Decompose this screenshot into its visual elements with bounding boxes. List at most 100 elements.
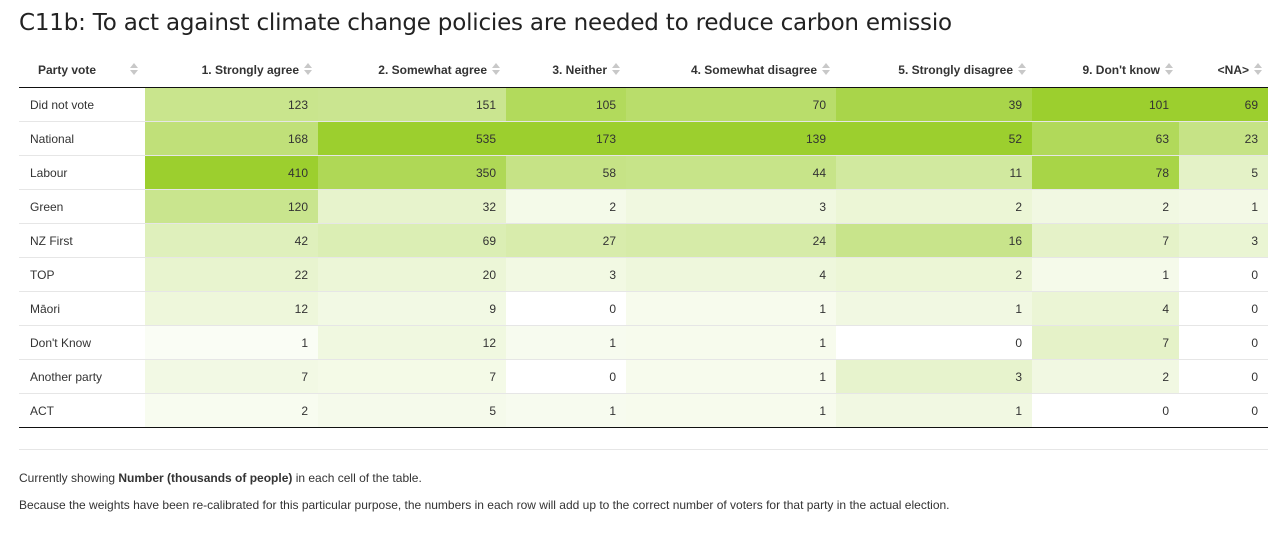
sort-icon[interactable] — [822, 63, 830, 76]
display-mode-note: Currently showing Number (thousands of p… — [19, 471, 422, 485]
heat-cell: 5 — [318, 393, 506, 428]
table-row: Another party 7 7 0 1 3 2 0 — [19, 359, 1268, 394]
row-label: Māori — [19, 291, 145, 326]
table-body: Did not vote 123 151 105 70 39 101 69 National 16… — [19, 87, 1268, 428]
heat-cell: 0 — [836, 325, 1032, 360]
heat-cell: 1 — [145, 325, 318, 360]
column-header[interactable]: 4. Somewhat disagree — [626, 52, 836, 88]
table-row: NZ First 42 69 27 24 16 7 3 — [19, 223, 1268, 258]
heat-cell: 11 — [836, 155, 1032, 190]
heat-cell: 350 — [318, 155, 506, 190]
sort-icon[interactable] — [1018, 63, 1026, 76]
table-row: National 168 535 173 139 52 63 23 — [19, 121, 1268, 156]
row-label: Did not vote — [19, 87, 145, 122]
header-row: Party vote 1. Strongly agree 2. Somewhat … — [19, 52, 1268, 88]
table-row: Labour 410 350 58 44 11 78 5 — [19, 155, 1268, 190]
table-row: Did not vote 123 151 105 70 39 101 69 — [19, 87, 1268, 122]
sort-icon[interactable] — [1165, 63, 1173, 76]
row-label: Another party — [19, 359, 145, 394]
column-header-label: 5. Strongly disagree — [898, 62, 1013, 77]
heat-cell: 0 — [506, 291, 626, 326]
heat-cell: 52 — [836, 121, 1032, 156]
heat-cell: 1 — [836, 291, 1032, 326]
heat-cell: 0 — [1179, 291, 1268, 326]
heat-cell: 0 — [506, 359, 626, 394]
heat-cell: 0 — [1179, 359, 1268, 394]
row-label: NZ First — [19, 223, 145, 258]
column-header[interactable]: 9. Don't know — [1032, 52, 1179, 88]
row-label: Don't Know — [19, 325, 145, 360]
heat-cell: 1 — [1032, 257, 1179, 292]
heat-cell: 0 — [1032, 393, 1179, 428]
heat-cell: 1 — [626, 393, 836, 428]
heat-cell: 410 — [145, 155, 318, 190]
heat-cell: 168 — [145, 121, 318, 156]
heat-cell: 4 — [1032, 291, 1179, 326]
heat-cell: 20 — [318, 257, 506, 292]
column-header[interactable]: <NA> — [1179, 52, 1268, 88]
heat-cell: 3 — [506, 257, 626, 292]
weights-note: Because the weights have been re-calibra… — [19, 498, 950, 512]
heat-cell: 1 — [506, 325, 626, 360]
column-header-label: 4. Somewhat disagree — [690, 62, 817, 77]
heat-cell: 123 — [145, 87, 318, 122]
heat-cell: 2 — [836, 257, 1032, 292]
column-header-label: <NA> — [1217, 62, 1249, 77]
table-row: Green 120 32 2 3 2 2 1 — [19, 189, 1268, 224]
column-header[interactable]: 2. Somewhat agree — [318, 52, 506, 88]
heat-cell: 0 — [1179, 257, 1268, 292]
heat-cell: 1 — [1179, 189, 1268, 224]
heat-cell: 70 — [626, 87, 836, 122]
heat-cell: 42 — [145, 223, 318, 258]
heat-cell: 2 — [836, 189, 1032, 224]
sort-icon[interactable] — [130, 63, 139, 76]
heat-cell: 22 — [145, 257, 318, 292]
heat-cell: 24 — [626, 223, 836, 258]
heat-cell: 101 — [1032, 87, 1179, 122]
table-row: TOP 22 20 3 4 2 1 0 — [19, 257, 1268, 292]
column-header[interactable]: 1. Strongly agree — [145, 52, 318, 88]
heat-cell: 4 — [626, 257, 836, 292]
column-header[interactable]: 3. Neither — [506, 52, 626, 88]
heat-cell: 7 — [1032, 223, 1179, 258]
row-label: ACT — [19, 393, 145, 428]
heat-cell: 32 — [318, 189, 506, 224]
heat-cell: 120 — [145, 189, 318, 224]
column-header-label: Party vote — [38, 62, 97, 77]
heat-cell: 1 — [836, 393, 1032, 428]
heat-cell: 9 — [318, 291, 506, 326]
column-header-party-vote[interactable]: Party vote — [19, 52, 145, 88]
column-header-label: 2. Somewhat agree — [378, 62, 487, 77]
heat-cell: 69 — [318, 223, 506, 258]
heat-cell: 0 — [1179, 325, 1268, 360]
table-row: ACT 2 5 1 1 1 0 0 — [19, 393, 1268, 428]
heat-cell: 39 — [836, 87, 1032, 122]
heat-cell: 3 — [836, 359, 1032, 394]
sort-icon[interactable] — [492, 63, 500, 76]
heat-cell: 5 — [1179, 155, 1268, 190]
heat-cell: 535 — [318, 121, 506, 156]
heat-cell: 27 — [506, 223, 626, 258]
crosstab-table-container: Party vote 1. Strongly agree 2. Somewhat … — [19, 52, 1268, 428]
crosstab-table: Party vote 1. Strongly agree 2. Somewhat … — [19, 52, 1268, 428]
heat-cell: 44 — [626, 155, 836, 190]
sort-icon[interactable] — [304, 63, 312, 76]
heat-cell: 1 — [506, 393, 626, 428]
heat-cell: 2 — [1032, 359, 1179, 394]
row-label: Green — [19, 189, 145, 224]
heat-cell: 2 — [506, 189, 626, 224]
heat-cell: 69 — [1179, 87, 1268, 122]
sort-icon[interactable] — [612, 63, 620, 76]
page-title: C11b: To act against climate change poli… — [19, 10, 952, 36]
note-suffix: in each cell of the table. — [292, 471, 422, 485]
column-header[interactable]: 5. Strongly disagree — [836, 52, 1032, 88]
heat-cell: 16 — [836, 223, 1032, 258]
sort-icon[interactable] — [1254, 63, 1262, 76]
display-mode-value: Number (thousands of people) — [118, 471, 293, 485]
heat-cell: 2 — [145, 393, 318, 428]
heat-cell: 23 — [1179, 121, 1268, 156]
heat-cell: 1 — [626, 325, 836, 360]
note-prefix: Currently showing — [19, 471, 119, 485]
heat-cell: 0 — [1179, 393, 1268, 428]
row-label: TOP — [19, 257, 145, 292]
